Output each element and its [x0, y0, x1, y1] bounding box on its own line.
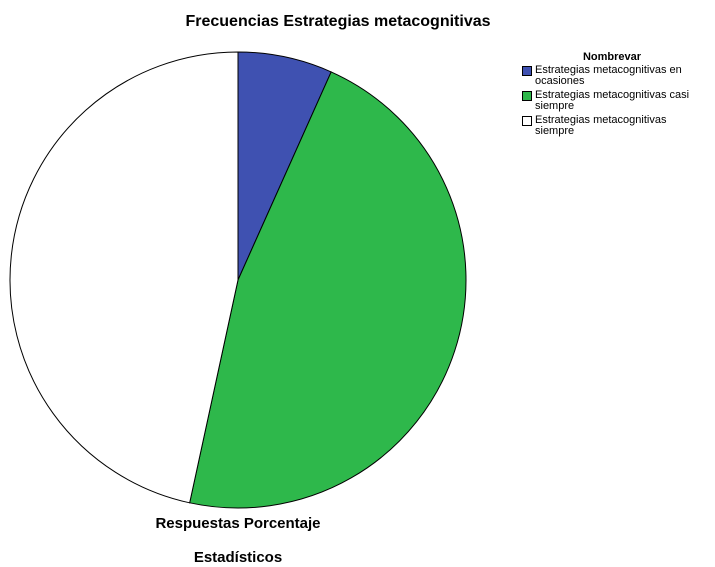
legend-title: Nombrevar: [582, 51, 642, 63]
pie-slice: [189, 71, 467, 509]
axis-label: Respuestas Porcentaje: [155, 515, 320, 532]
legend-swatch: [522, 116, 532, 126]
legend: Nombrevar Estrategias metacognitivas en …: [522, 52, 702, 140]
legend-item: Estrategias metacognitivas siempre: [522, 115, 702, 137]
pie: [9, 51, 467, 509]
chart-title: Frecuencias Estrategias metacognitivas: [185, 13, 490, 30]
legend-swatch: [522, 66, 532, 76]
legend-swatch: [522, 91, 532, 101]
legend-label: Estrategias metacognitivas siempre: [535, 114, 667, 137]
legend-item: Estrategias metacognitivas en ocasiones: [522, 65, 702, 87]
legend-label: Estrategias metacognitivas casi siempre: [535, 89, 690, 112]
caption: Estadísticos: [194, 549, 282, 566]
legend-item: Estrategias metacognitivas casi siempre: [522, 90, 702, 112]
legend-label: Estrategias metacognitivas en ocasiones: [535, 64, 682, 87]
pie-slice: [9, 51, 239, 504]
